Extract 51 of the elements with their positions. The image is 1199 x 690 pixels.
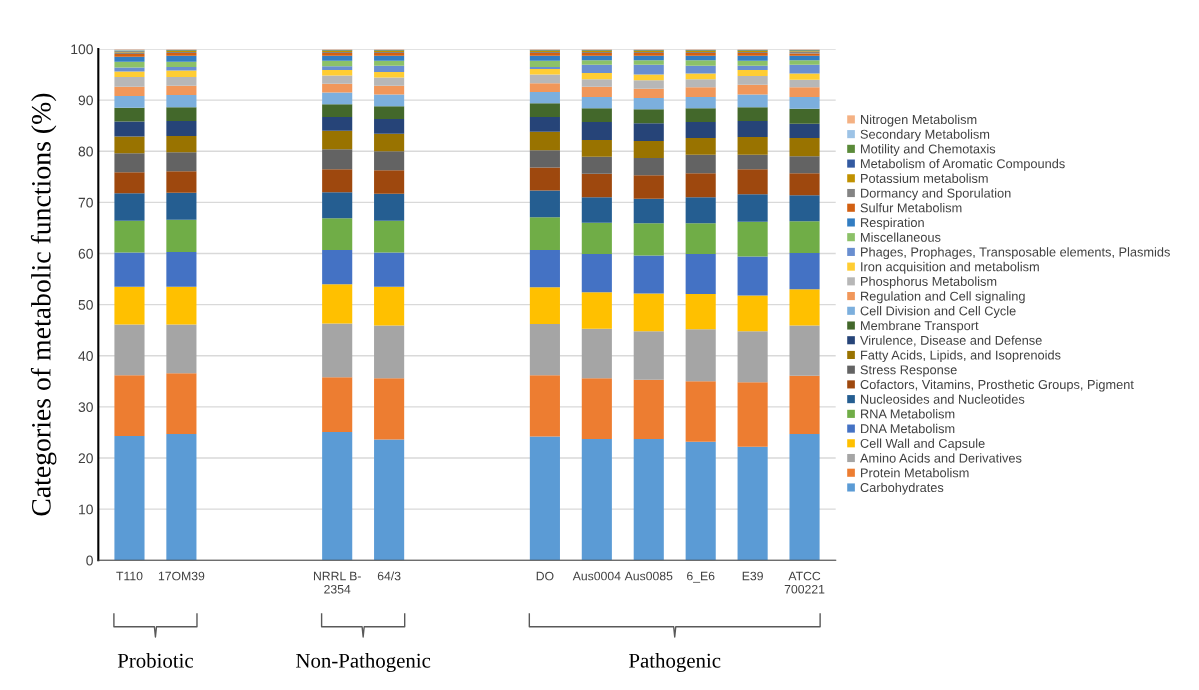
legend-label: Motility and Chemotaxis — [861, 144, 996, 157]
legend-label: Cofactors, Vitamins, Prosthetic Groups, Pigment — [860, 379, 1134, 392]
x-tick-label: T110 — [116, 571, 143, 581]
legend-label: Virulence, Disease and Defense — [860, 335, 1042, 347]
legend-label: Amino Acids and Derivatives — [860, 453, 1022, 463]
y-tick-label: 40 — [78, 351, 93, 361]
legend-label: Secondary Metabolism — [860, 129, 990, 142]
legend-label: DNA Metabolism — [861, 423, 955, 434]
legend-label: Miscellaneous — [861, 232, 941, 242]
legend-label: Nitrogen Metabolism — [861, 114, 977, 127]
x-tick-label: 64/3 — [377, 571, 401, 581]
legend-label: Potassium metabolism — [861, 173, 988, 183]
y-tick-label: 0 — [86, 555, 93, 566]
y-tick-label: 20 — [78, 453, 93, 464]
legend-label: Regulation and Cell signaling — [861, 291, 1025, 304]
legend-label: Iron acquisition and metabolism — [861, 261, 1039, 274]
x-tick-label: E39 — [742, 571, 763, 581]
x-tick-label: DO — [536, 571, 554, 581]
y-tick-label: 50 — [78, 299, 93, 310]
y-axis-title: Categories of metabolic functions (%) — [30, 93, 57, 516]
y-tick-label: 10 — [79, 504, 93, 515]
legend-label: Dormancy and Sporulation — [861, 188, 1011, 201]
x-tick-label: 17OM39 — [158, 571, 205, 581]
y-tick-label: 70 — [78, 197, 93, 208]
legend-label: Respiration — [861, 217, 924, 230]
x-tick-label: NRRL B- 2354 — [313, 571, 361, 594]
text: Non-Pathogenic — [296, 653, 431, 673]
y-tick-label: 30 — [78, 402, 93, 413]
x-tick-label: Aus0085 — [624, 571, 673, 581]
legend-label: Phosphorus Metabolism — [861, 276, 997, 289]
legend-label: Stress Response — [860, 365, 957, 377]
legend-label: Nucleosides and Nucleotides — [861, 394, 1025, 404]
y-tick-label: 60 — [78, 248, 93, 259]
legend-label: Carbohydrates — [860, 482, 944, 495]
x-tick-label: 6_E6 — [687, 571, 715, 583]
legend-label: Cell Wall and Capsule — [860, 438, 985, 451]
y-tick-label: 90 — [78, 95, 93, 106]
y-tick-label: 80 — [78, 146, 93, 157]
text: Pathogenic — [629, 653, 721, 673]
x-tick-label: Aus0004 — [572, 571, 621, 581]
legend-label: Sulfur Metabolism — [860, 202, 962, 213]
y-tick-label: 100 — [71, 44, 93, 55]
legend-label: Metabolism of Aromatic Compounds — [861, 158, 1065, 171]
legend-label: Membrane Transport — [861, 320, 979, 333]
legend-label: Fatty Acids, Lipids, and Isoprenoids — [861, 350, 1061, 363]
legend-label: RNA Metabolism — [861, 409, 955, 419]
legend-label: Cell Division and Cell Cycle — [860, 306, 1016, 318]
legend-label: Protein Metabolism — [861, 467, 969, 478]
x-tick-label: ATCC 700221 — [784, 571, 825, 594]
text: Probiotic — [117, 653, 193, 668]
legend-label: Phages, Prophages, Transposable elements, Plasmids — [861, 247, 1170, 260]
